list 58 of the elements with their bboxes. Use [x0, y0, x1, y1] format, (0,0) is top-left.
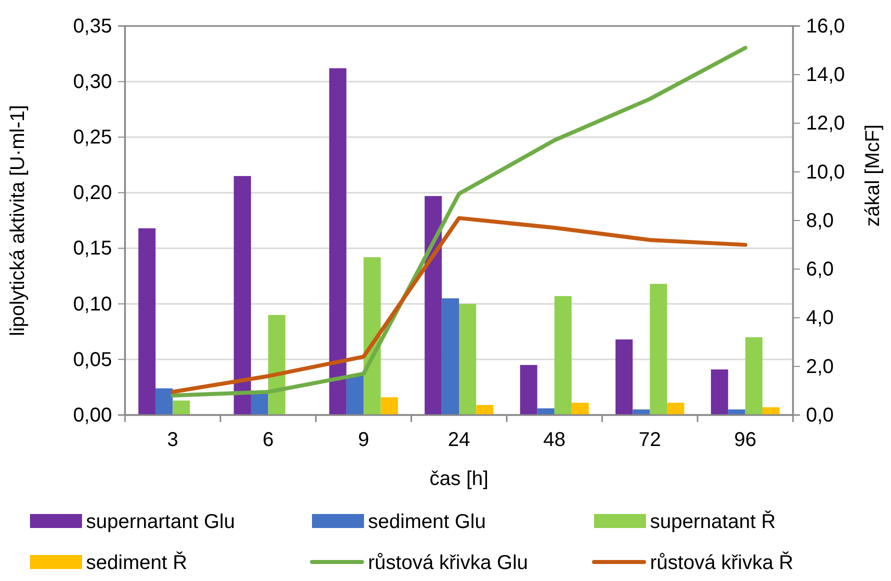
- bar: [554, 296, 572, 415]
- legend-label: supernartant Glu: [86, 511, 235, 533]
- bar: [380, 397, 398, 415]
- x-tick-label: 6: [262, 429, 274, 451]
- bar: [156, 388, 173, 415]
- bar: [520, 364, 538, 415]
- bar: [632, 409, 650, 415]
- y2-tick-label: 2,0: [806, 356, 834, 378]
- y-axis-title: lipolytická aktivita [U·ml-1]: [7, 104, 29, 336]
- x-tick-label: 3: [167, 429, 178, 451]
- y2-axis-title: zákal [McF]: [862, 124, 884, 227]
- y2-tick-label: 10,0: [806, 161, 845, 184]
- x-tick-label: 72: [638, 429, 661, 451]
- y-tick-label: 0,30: [73, 70, 112, 93]
- x-tick-label: 9: [358, 429, 370, 451]
- legend-label: růstová křivka Glu: [368, 552, 528, 574]
- bar: [728, 409, 746, 415]
- y2-tick-label: 14,0: [806, 64, 845, 86]
- legend-label: supernatant Ř: [650, 510, 776, 533]
- bar: [138, 228, 156, 415]
- line-series: [170, 46, 748, 398]
- line-series: [170, 216, 748, 394]
- y2-tick-label: 4,0: [806, 307, 834, 330]
- bar: [442, 298, 459, 415]
- y2-tick-label: 16,0: [806, 15, 845, 38]
- legend-label: sediment Glu: [368, 511, 486, 533]
- bar: [572, 402, 589, 415]
- y-tick-label: 0,00: [73, 404, 112, 426]
- bar: [459, 304, 476, 415]
- bar: [172, 400, 190, 415]
- bar: [329, 68, 346, 415]
- y2-tick-label: 6,0: [806, 258, 834, 281]
- bar: [268, 314, 286, 415]
- legend-label: sediment Ř: [86, 551, 188, 574]
- y-tick-label: 0,05: [73, 348, 112, 371]
- y-tick-label: 0,20: [73, 182, 112, 204]
- bar: [650, 284, 668, 415]
- x-axis-title: čas [h]: [430, 468, 488, 490]
- bar: [234, 176, 251, 415]
- bar: [424, 196, 442, 415]
- bar: [346, 374, 364, 415]
- x-tick-label: 24: [448, 429, 470, 451]
- y2-tick-label: 12,0: [806, 112, 845, 135]
- y-tick-label: 0,10: [73, 293, 112, 316]
- y-tick-label: 0,35: [73, 15, 112, 38]
- x-tick-label: 96: [734, 429, 756, 451]
- y-tick-label: 0,15: [73, 238, 112, 260]
- legend-label: růstová křivka Ř: [650, 551, 794, 574]
- bar: [616, 339, 633, 415]
- y2-tick-label: 8,0: [806, 210, 834, 232]
- y-tick-label: 0,25: [73, 126, 112, 149]
- bar: [710, 369, 728, 415]
- bar: [745, 337, 762, 415]
- y2-tick-label: 0,0: [806, 404, 834, 426]
- bar: [762, 407, 780, 415]
- bar: [476, 404, 494, 415]
- bar: [667, 402, 684, 415]
- x-tick-label: 48: [543, 429, 566, 451]
